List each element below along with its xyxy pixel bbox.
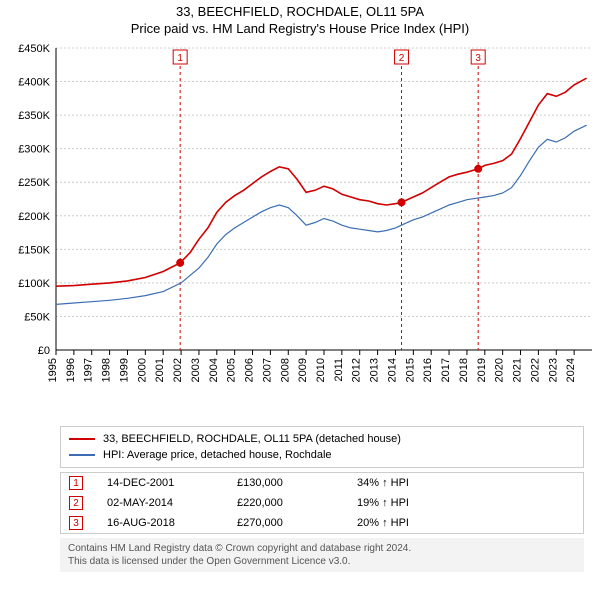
svg-text:£350K: £350K: [18, 110, 50, 122]
svg-text:1997: 1997: [83, 358, 95, 382]
svg-text:2000: 2000: [136, 358, 148, 382]
event-delta: 20% ↑ HPI: [357, 517, 575, 529]
svg-text:2011: 2011: [333, 358, 345, 382]
svg-text:2019: 2019: [476, 358, 488, 382]
svg-text:£300K: £300K: [18, 143, 50, 155]
svg-text:2017: 2017: [440, 358, 452, 382]
event-delta: 19% ↑ HPI: [357, 497, 575, 509]
svg-text:2010: 2010: [315, 358, 327, 382]
events-table: 1 14-DEC-2001£130,00034% ↑ HPI 2 02-MAY-201…: [60, 472, 584, 534]
event-price: £270,000: [237, 517, 357, 529]
svg-text:£200K: £200K: [18, 211, 50, 223]
svg-text:1995: 1995: [47, 358, 59, 382]
svg-text:2002: 2002: [172, 358, 184, 382]
legend-swatch: [69, 438, 95, 440]
license-line-1: Contains HM Land Registry data © Crown c…: [68, 542, 576, 555]
chart-area: £0 £50K £100K £150K £200K £250K £300K £350K £400…: [0, 40, 600, 420]
svg-text:2012: 2012: [351, 358, 363, 382]
legend-row: HPI: Average price, detached house, Roch…: [69, 447, 575, 463]
legend-label: HPI: Average price, detached house, Roch…: [103, 449, 332, 461]
event-price: £220,000: [237, 497, 357, 509]
event-badge: 2: [69, 496, 83, 510]
svg-text:2: 2: [399, 53, 405, 64]
svg-text:2004: 2004: [208, 358, 220, 382]
svg-text:2022: 2022: [529, 358, 541, 382]
event-row: 2 02-MAY-2014£220,00019% ↑ HPI: [61, 493, 583, 513]
event-date: 16-AUG-2018: [107, 517, 237, 529]
svg-text:2009: 2009: [297, 358, 309, 382]
event-date: 02-MAY-2014: [107, 497, 237, 509]
svg-text:2003: 2003: [190, 358, 202, 382]
svg-text:2001: 2001: [154, 358, 166, 382]
svg-text:1999: 1999: [118, 358, 130, 382]
svg-text:£400K: £400K: [18, 76, 50, 88]
event-badge: 1: [69, 476, 83, 490]
svg-text:2008: 2008: [279, 358, 291, 382]
event-row: 3 16-AUG-2018£270,00020% ↑ HPI: [61, 513, 583, 533]
svg-text:£450K: £450K: [18, 43, 50, 55]
event-row: 1 14-DEC-2001£130,00034% ↑ HPI: [61, 473, 583, 493]
event-badge: 3: [69, 516, 83, 530]
svg-text:2006: 2006: [244, 358, 256, 382]
svg-text:2005: 2005: [226, 358, 238, 382]
svg-text:1998: 1998: [101, 358, 113, 382]
svg-text:£50K: £50K: [24, 311, 50, 323]
chart-subtitle: Price paid vs. HM Land Registry's House …: [0, 21, 600, 38]
license-line-2: This data is licensed under the Open Gov…: [68, 555, 576, 568]
legend-row: 33, BEECHFIELD, ROCHDALE, OL11 5PA (deta…: [69, 431, 575, 447]
svg-text:2014: 2014: [386, 358, 398, 382]
legend-swatch: [69, 454, 95, 456]
chart-title: 33, BEECHFIELD, ROCHDALE, OL11 5PA: [0, 4, 600, 21]
svg-text:1: 1: [177, 53, 183, 64]
license-notice: Contains HM Land Registry data © Crown c…: [60, 538, 584, 572]
svg-text:2023: 2023: [547, 358, 559, 382]
svg-text:£150K: £150K: [18, 244, 50, 256]
event-date: 14-DEC-2001: [107, 477, 237, 489]
svg-text:2020: 2020: [494, 358, 506, 382]
line-chart: £0 £50K £100K £150K £200K £250K £300K £350K £400…: [0, 40, 600, 420]
svg-text:2007: 2007: [261, 358, 273, 382]
legend: 33, BEECHFIELD, ROCHDALE, OL11 5PA (deta…: [60, 426, 584, 468]
svg-text:£0: £0: [38, 345, 50, 357]
svg-text:3: 3: [475, 53, 481, 64]
svg-text:2016: 2016: [422, 358, 434, 382]
event-price: £130,000: [237, 477, 357, 489]
svg-text:2024: 2024: [565, 358, 577, 382]
svg-text:£250K: £250K: [18, 177, 50, 189]
svg-text:2018: 2018: [458, 358, 470, 382]
title-block: 33, BEECHFIELD, ROCHDALE, OL11 5PA Price…: [0, 0, 600, 40]
chart-container: 33, BEECHFIELD, ROCHDALE, OL11 5PA Price…: [0, 0, 600, 572]
svg-text:2013: 2013: [369, 358, 381, 382]
svg-text:2015: 2015: [404, 358, 416, 382]
svg-text:£100K: £100K: [18, 278, 50, 290]
svg-text:2021: 2021: [512, 358, 524, 382]
legend-label: 33, BEECHFIELD, ROCHDALE, OL11 5PA (deta…: [103, 433, 401, 445]
event-delta: 34% ↑ HPI: [357, 477, 575, 489]
svg-text:1996: 1996: [65, 358, 77, 382]
